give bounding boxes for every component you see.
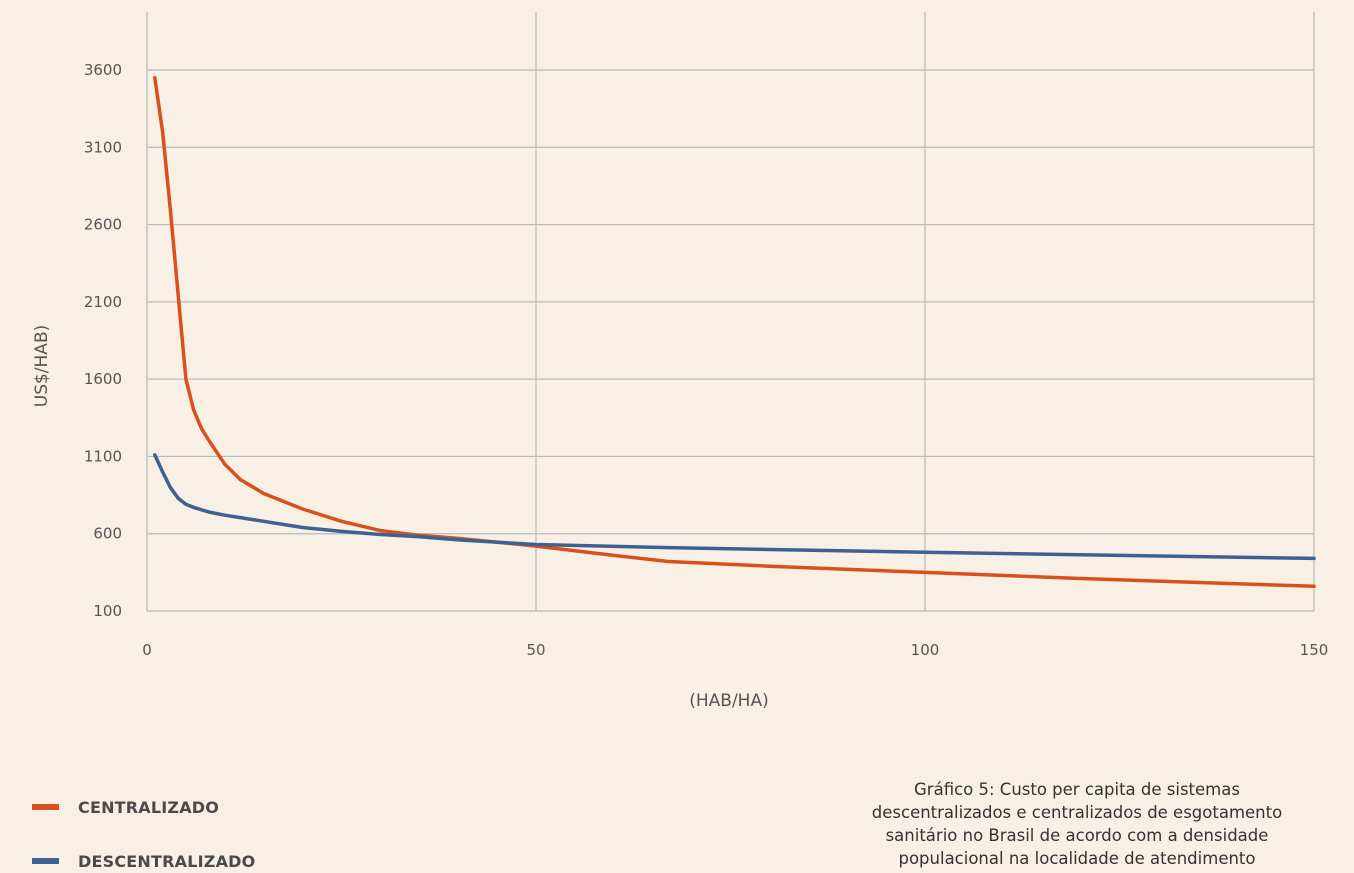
series-line-descentralizado [153, 453, 1316, 561]
x-tick-label: 0 [142, 641, 152, 659]
series-line-centralizado [153, 75, 1316, 589]
legend-swatch-centralizado [32, 804, 59, 810]
x-tick-label: 50 [526, 641, 545, 659]
y-tick-label: 3100 [84, 138, 122, 156]
y-axis-label: US$/HAB) [32, 325, 52, 408]
legend-item-descentralizado: DESCENTRALIZADO [32, 850, 255, 872]
y-tick-label: 2600 [84, 216, 122, 234]
y-tick-label: 1100 [84, 447, 122, 465]
tick-labels: 100 600 1100 1600 2100 2600 3100 3600 0 50 100 150 [84, 61, 1329, 659]
x-axis-label: (HAB/HA) [689, 691, 768, 711]
y-tick-label: 600 [93, 525, 122, 543]
x-tick-label: 100 [911, 641, 940, 659]
chart-legend: CENTRALIZADO DESCENTRALIZADO [32, 796, 255, 873]
x-tick-label: 150 [1300, 641, 1329, 659]
y-tick-label: 100 [93, 602, 122, 620]
y-tick-label: 3600 [84, 61, 122, 79]
y-tick-label: 2100 [84, 293, 122, 311]
legend-item-centralizado: CENTRALIZADO [32, 796, 255, 818]
legend-label-descentralizado: DESCENTRALIZADO [78, 851, 256, 871]
legend-swatch-descentralizado [32, 858, 59, 864]
chart-caption: Gráfico 5: Custo per capita de sistemas … [871, 780, 1283, 868]
series-lines [153, 75, 1316, 589]
grid-lines [146, 12, 1315, 612]
y-tick-label: 1600 [84, 370, 122, 388]
legend-label-centralizado: CENTRALIZADO [78, 797, 220, 817]
